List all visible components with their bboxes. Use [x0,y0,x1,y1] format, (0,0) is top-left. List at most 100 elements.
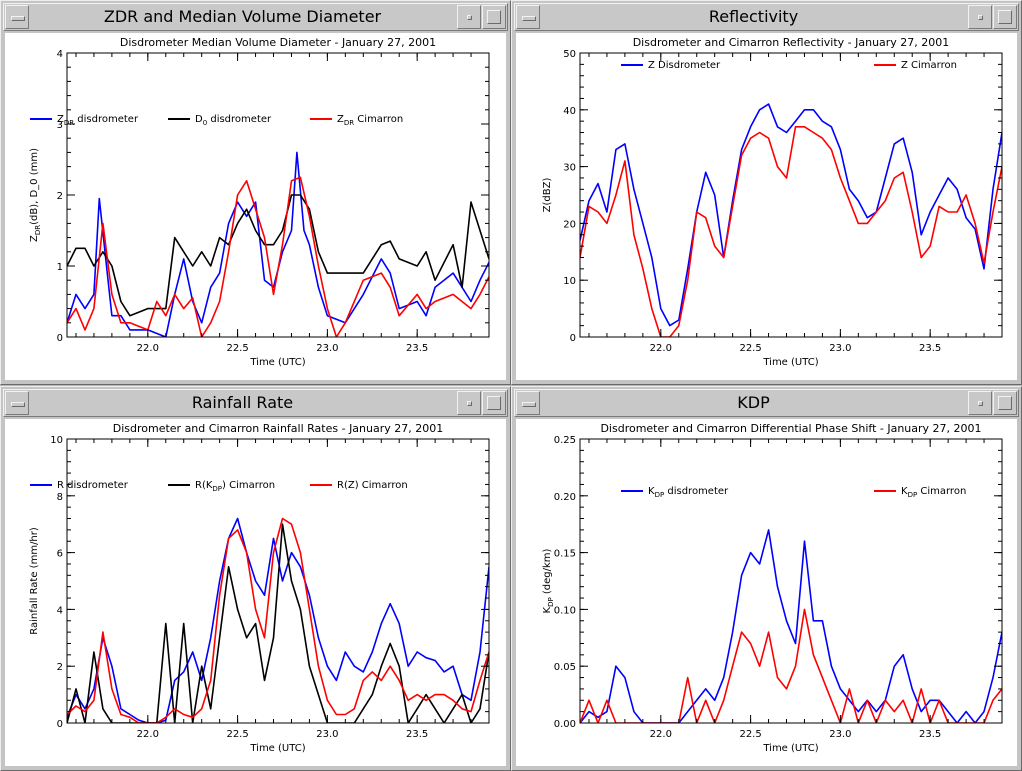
kdp-titlebar[interactable]: KDP [514,389,1019,417]
x-tick-label: 22.5 [226,729,248,740]
rain-window: Rainfall Rate Disdrometer and Cimarron R… [0,386,511,771]
plot-frame [66,438,490,724]
y-tick-label: 1 [57,262,63,273]
maximize-icon [998,396,1012,410]
y-tick-label: 0.25 [554,435,576,446]
y-tick-label: 3 [57,120,63,131]
legend-label: Z Cimarron [901,60,957,71]
plot-frame [66,52,490,338]
menu-bar-icon [11,402,25,407]
maximize-button[interactable] [993,5,1017,29]
legend-label: KDP Cimarron [901,486,966,499]
rain-chart: Disdrometer and Cimarron Rainfall Rates … [29,422,490,754]
x-tick-label: 22.0 [137,343,159,354]
y-tick-label: 4 [57,49,63,60]
menu-bar-icon [522,402,536,407]
legend-label: Z Disdrometer [648,60,721,71]
minimize-icon [467,401,472,406]
x-tick-label: 23.0 [316,729,338,740]
y-tick-label: 40 [563,106,576,117]
window-title: KDP [737,393,770,412]
y-tick-label: 0.20 [554,492,576,503]
x-tick-label: 23.5 [406,729,428,740]
minimize-button[interactable] [457,5,481,29]
series-group [580,103,1002,337]
legend-label: ZDR disdrometer [57,114,139,127]
series-line-k-dp-cimarron [580,608,1002,723]
series-line-r-z-cimarron [67,517,489,723]
x-tick-label: 23.0 [316,343,338,354]
y-tick-label: 50 [563,49,576,60]
y-tick-label: 0 [57,719,63,730]
series-line-k-dp-disdrometer [580,529,1002,723]
series-line-r-k-dp-cimarron [67,523,489,723]
kdp-chart: Disdrometer and Cimarron Differential Ph… [542,422,1003,754]
y-tick-label: 4 [57,605,63,616]
window-menu-button[interactable] [5,5,29,29]
window-menu-button[interactable] [516,5,540,29]
kdp-plot-area: Disdrometer and Cimarron Differential Ph… [516,419,1017,766]
y-tick-label: 10 [50,435,63,446]
chart-title: Disdrometer and Cimarron Reflectivity - … [633,36,950,49]
y-axis-label: Z(dBZ) [542,178,553,213]
y-tick-label: 0.15 [554,549,576,560]
zdr-chart: Disdrometer Median Volume Diameter - Jan… [29,36,490,368]
y-tick-label: 0.00 [554,719,576,730]
window-title: ZDR and Median Volume Diameter [103,7,382,26]
series-line-z-dr-disdrometer [67,151,489,337]
y-tick-label: 10 [563,276,576,287]
series-line-z-cimarron [580,126,1002,337]
maximize-icon [998,10,1012,24]
chart-title: Disdrometer Median Volume Diameter - Jan… [120,36,436,49]
window-menu-button[interactable] [516,391,540,415]
y-axis-label: ZDR(dB), D_0 (mm) [29,148,42,242]
maximize-icon [487,10,501,24]
zdr-plot-area: Disdrometer Median Volume Diameter - Jan… [5,33,506,380]
zdr-window: ZDR and Median Volume Diameter Disdromet… [0,0,511,385]
series-group [580,529,1002,723]
y-tick-label: 0.05 [554,662,576,673]
refl-window: Reflectivity Disdrometer and Cimarron Re… [511,0,1022,385]
maximize-button[interactable] [482,5,506,29]
minimize-button[interactable] [968,391,992,415]
x-tick-label: 22.5 [739,729,761,740]
zdr-titlebar[interactable]: ZDR and Median Volume Diameter [3,3,508,31]
minimize-button[interactable] [968,5,992,29]
window-menu-button[interactable] [5,391,29,415]
minimize-button[interactable] [457,391,481,415]
series-group [67,517,489,723]
x-axis-label: Time (UTC) [249,743,305,754]
legend-label: R(Z) Cimarron [337,480,408,491]
refl-titlebar[interactable]: Reflectivity [514,3,1019,31]
legend-label: KDP disdrometer [648,486,729,499]
maximize-button[interactable] [993,391,1017,415]
rain-plot-area: Disdrometer and Cimarron Rainfall Rates … [5,419,506,766]
x-tick-label: 23.0 [829,729,851,740]
y-tick-label: 20 [563,219,576,230]
plot-frame [579,438,1003,724]
series-line-d-0-disdrometer [67,194,489,317]
x-tick-label: 23.0 [829,343,851,354]
minimize-icon [978,401,983,406]
y-tick-label: 6 [57,549,63,560]
y-tick-label: 0 [57,333,63,344]
y-tick-label: 2 [57,662,63,673]
x-tick-label: 22.0 [650,343,672,354]
x-tick-label: 22.5 [739,343,761,354]
x-tick-label: 22.5 [226,343,248,354]
window-title: Reflectivity [708,7,799,26]
refl-plot-area: Disdrometer and Cimarron Reflectivity - … [516,33,1017,380]
series-line-z-disdrometer [580,103,1002,327]
x-tick-label: 23.5 [919,343,941,354]
legend-label: D0 disdrometer [195,114,272,127]
maximize-button[interactable] [482,391,506,415]
maximize-icon [487,396,501,410]
rain-titlebar[interactable]: Rainfall Rate [3,389,508,417]
kdp-window: KDP Disdrometer and Cimarron Differentia… [511,386,1022,771]
x-axis-label: Time (UTC) [762,357,818,368]
y-tick-label: 0.10 [554,605,576,616]
series-line-r-disdrometer [67,517,489,723]
x-tick-label: 23.5 [919,729,941,740]
chart-title: Disdrometer and Cimarron Differential Ph… [600,422,981,435]
legend-label: R disdrometer [57,480,129,491]
